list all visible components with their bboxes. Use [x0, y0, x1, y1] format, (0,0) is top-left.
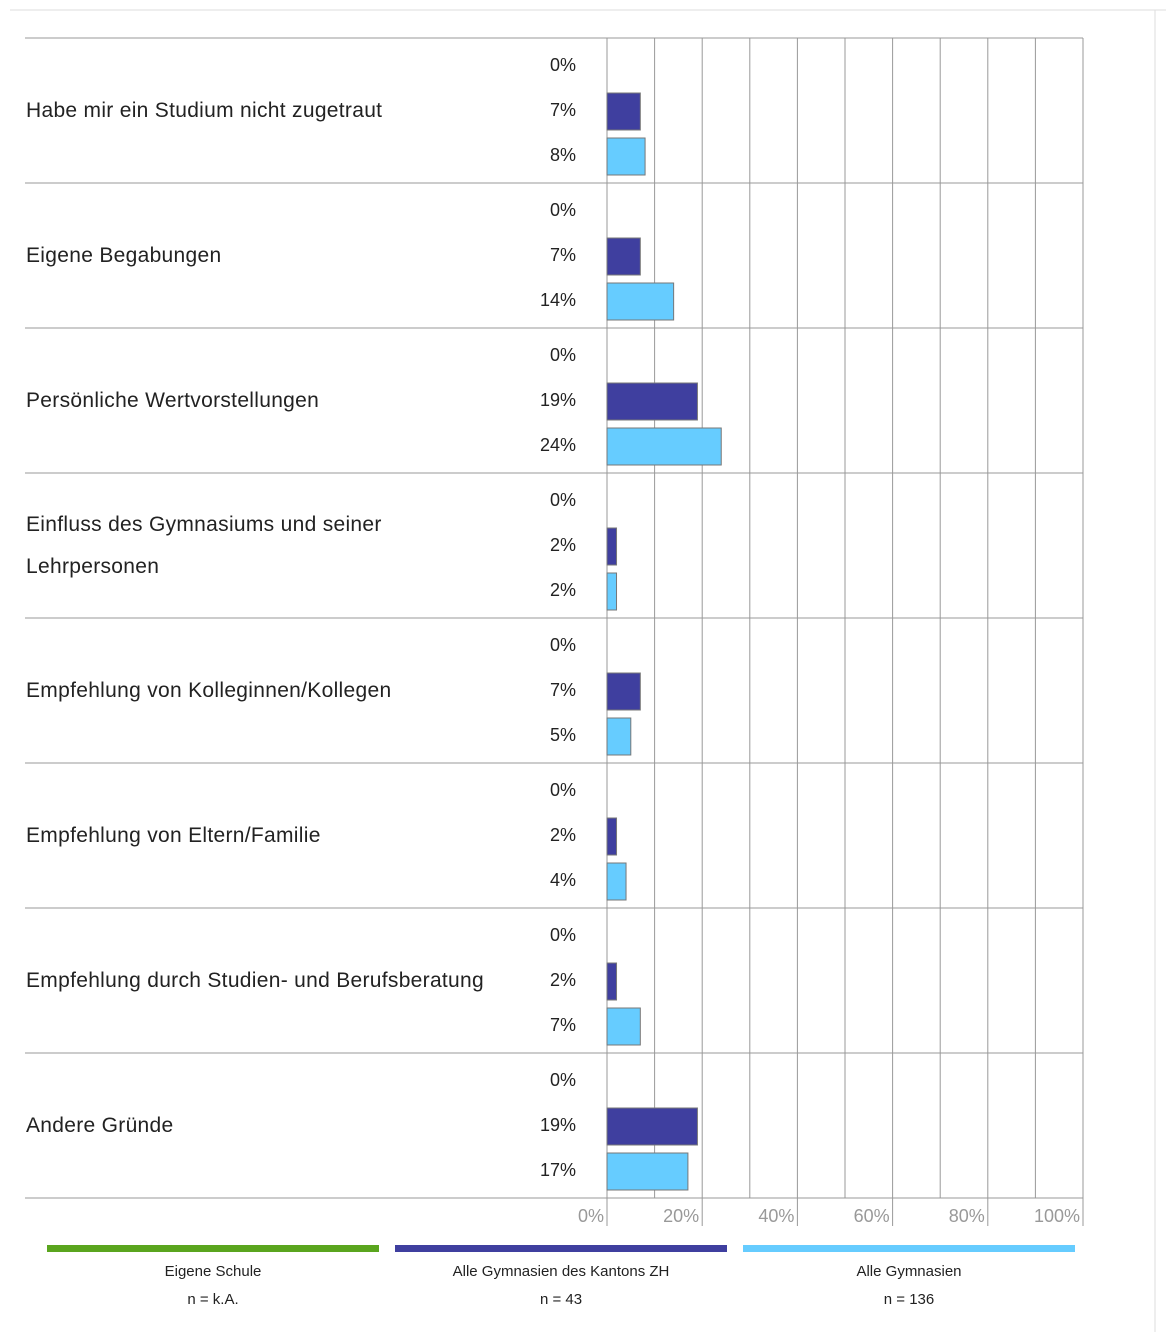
- x-tick-label: 0%: [578, 1206, 604, 1226]
- value-label: 8%: [550, 145, 576, 165]
- x-tick-label: 100%: [1034, 1206, 1080, 1226]
- category-label-box: Habe mir ein Studium nicht zugetraut: [26, 98, 383, 122]
- value-label: 0%: [550, 200, 576, 220]
- value-label: 0%: [550, 1070, 576, 1090]
- bar: [606, 1007, 641, 1046]
- category-label: Empfehlung durch Studien- und Berufsber­…: [26, 968, 484, 992]
- bar: [606, 137, 646, 176]
- value-label: 7%: [550, 1015, 576, 1035]
- category-label-box: Empfehlung von Eltern/Familie: [26, 823, 321, 847]
- value-label: 2%: [550, 825, 576, 845]
- category-label: Andere Gründe: [26, 1113, 174, 1137]
- bar: [606, 237, 641, 276]
- value-label: 0%: [550, 55, 576, 75]
- category-label: Empfehlung von Kolleginnen/Kollegen: [26, 678, 392, 702]
- category-label-box: Einfluss des Gymnasiums und seiner Lehrp…: [26, 512, 382, 578]
- legend-label: Alle Gymnasien: [856, 1263, 961, 1280]
- bar: [606, 527, 618, 566]
- bar: [606, 427, 722, 466]
- category-label: Empfehlung von Eltern/Familie: [26, 823, 321, 847]
- category-label-box: Andere Gründe: [26, 1113, 174, 1137]
- legend-label: Eigene Schule: [165, 1263, 262, 1280]
- value-label: 14%: [540, 290, 576, 310]
- x-tick-label: 20%: [663, 1206, 699, 1226]
- legend-swatch: [395, 1245, 727, 1252]
- legend-note: n = 43: [540, 1291, 582, 1308]
- value-label: 0%: [550, 780, 576, 800]
- value-label: 19%: [540, 390, 576, 410]
- x-tick-label: 40%: [758, 1206, 794, 1226]
- value-label: 7%: [550, 680, 576, 700]
- value-label: 2%: [550, 970, 576, 990]
- category-label-box: Persönliche Wertvorstellungen: [26, 388, 320, 412]
- category-label: Eigene Begabungen: [26, 243, 222, 267]
- category-label-box: Eigene Begabungen: [26, 243, 222, 267]
- value-label: 0%: [550, 925, 576, 945]
- value-label: 7%: [550, 245, 576, 265]
- category-label: Habe mir ein Studium nicht zugetraut: [26, 98, 383, 122]
- legend-swatch: [743, 1245, 1075, 1252]
- category-label-box: Empfehlung durch Studien- und Berufsber­…: [26, 968, 484, 992]
- legend-label: Alle Gymnasien des Kantons ZH: [453, 1263, 670, 1280]
- bar: [606, 962, 618, 1001]
- category-label: Einfluss des Gymnasiums und seiner Lehrp…: [26, 512, 382, 578]
- value-label: 4%: [550, 870, 576, 890]
- value-label: 24%: [540, 435, 576, 455]
- category-label: Persönliche Wertvorstellungen: [26, 388, 320, 412]
- bar: [606, 672, 641, 711]
- value-label: 0%: [550, 345, 576, 365]
- bar: [606, 717, 632, 756]
- value-label: 2%: [550, 535, 576, 555]
- category-label-box: Empfehlung von Kolleginnen/Kollegen: [26, 678, 392, 702]
- legend-swatch: [47, 1245, 379, 1252]
- bar: [606, 382, 698, 421]
- bar: [606, 817, 618, 856]
- legend-note: n = k.A.: [187, 1291, 238, 1308]
- bar: [606, 862, 627, 901]
- value-label: 5%: [550, 725, 576, 745]
- bar: [606, 1107, 698, 1146]
- x-tick-label: 60%: [854, 1206, 890, 1226]
- legend-note: n = 136: [884, 1291, 934, 1308]
- frame: [10, 9, 1166, 1332]
- value-label: 0%: [550, 490, 576, 510]
- bar: [606, 1152, 689, 1191]
- value-label: 2%: [550, 580, 576, 600]
- bar: [606, 572, 618, 611]
- x-tick-label: 80%: [949, 1206, 985, 1226]
- bar: [606, 92, 641, 131]
- value-label: 19%: [540, 1115, 576, 1135]
- value-label: 17%: [540, 1160, 576, 1180]
- value-label: 0%: [550, 635, 576, 655]
- value-label: 7%: [550, 100, 576, 120]
- bar: [606, 282, 675, 321]
